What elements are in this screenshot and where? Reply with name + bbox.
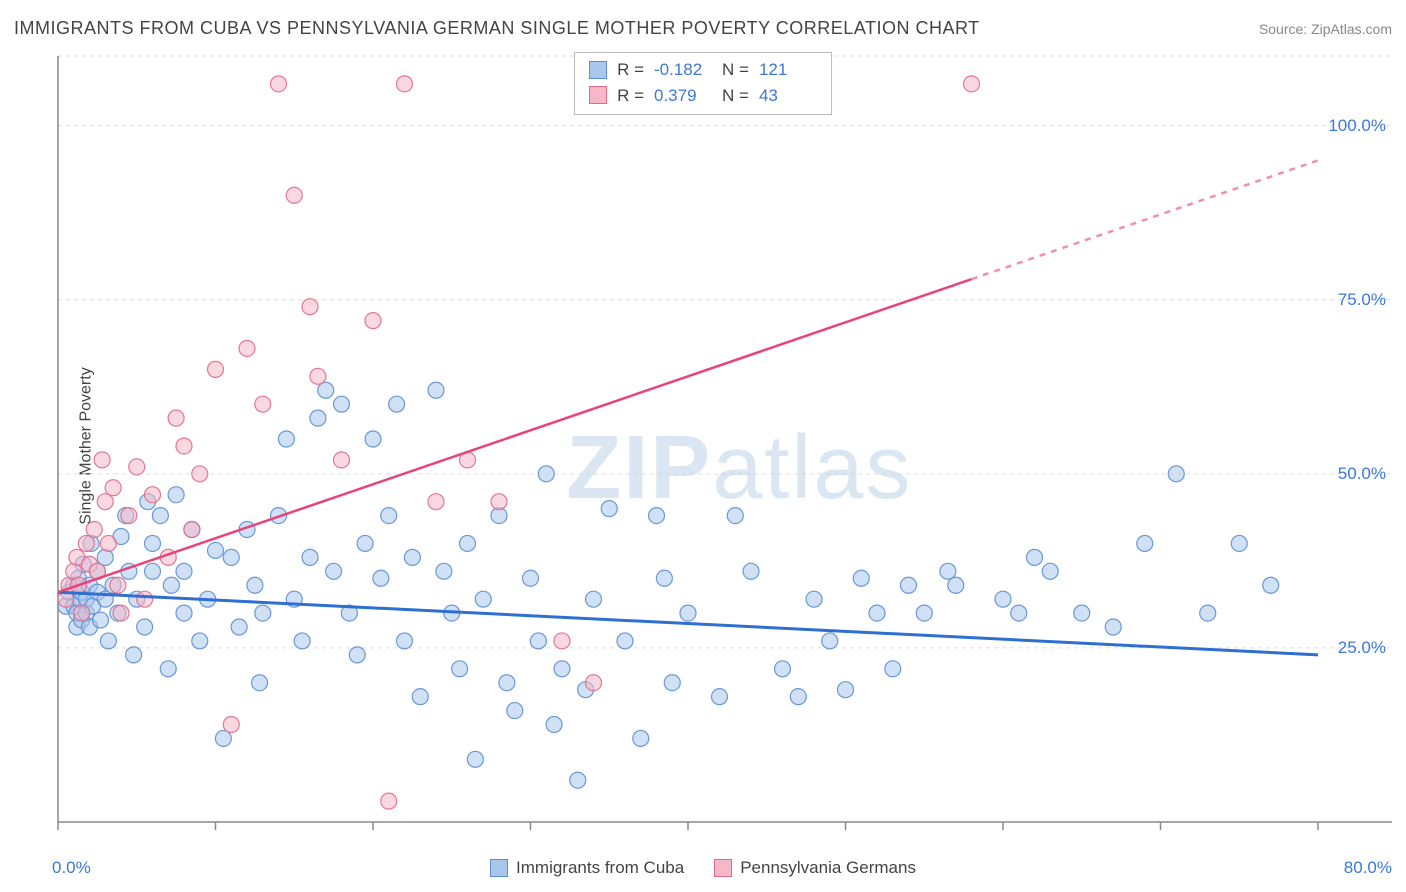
legend-label-series2: Pennsylvania Germans	[740, 858, 916, 878]
chart-area: ZIPatlas	[52, 50, 1392, 846]
r-value-series2: 0.379	[654, 83, 712, 109]
scatter-chart	[52, 50, 1392, 846]
legend-swatch-series2	[714, 859, 732, 877]
y-tick-label: 100.0%	[1328, 116, 1386, 136]
swatch-series2	[589, 86, 607, 104]
swatch-series1	[589, 61, 607, 79]
n-value-series1: 121	[759, 57, 817, 83]
legend-swatch-series1	[490, 859, 508, 877]
stats-row-series1: R = -0.182 N = 121	[589, 57, 817, 83]
y-tick-label: 25.0%	[1338, 638, 1386, 658]
y-tick-label: 75.0%	[1338, 290, 1386, 310]
n-value-series2: 43	[759, 83, 817, 109]
legend-label-series1: Immigrants from Cuba	[516, 858, 684, 878]
source-name: ZipAtlas.com	[1311, 21, 1392, 37]
legend-item-series2: Pennsylvania Germans	[714, 858, 916, 878]
chart-title: IMMIGRANTS FROM CUBA VS PENNSYLVANIA GER…	[14, 18, 980, 39]
r-value-series1: -0.182	[654, 57, 712, 83]
y-tick-label: 50.0%	[1338, 464, 1386, 484]
stats-row-series2: R = 0.379 N = 43	[589, 83, 817, 109]
source-label: Source: ZipAtlas.com	[1259, 21, 1392, 37]
stats-legend-box: R = -0.182 N = 121 R = 0.379 N = 43	[574, 52, 832, 115]
title-bar: IMMIGRANTS FROM CUBA VS PENNSYLVANIA GER…	[14, 18, 1392, 39]
bottom-legend: Immigrants from Cuba Pennsylvania German…	[0, 858, 1406, 878]
legend-item-series1: Immigrants from Cuba	[490, 858, 684, 878]
